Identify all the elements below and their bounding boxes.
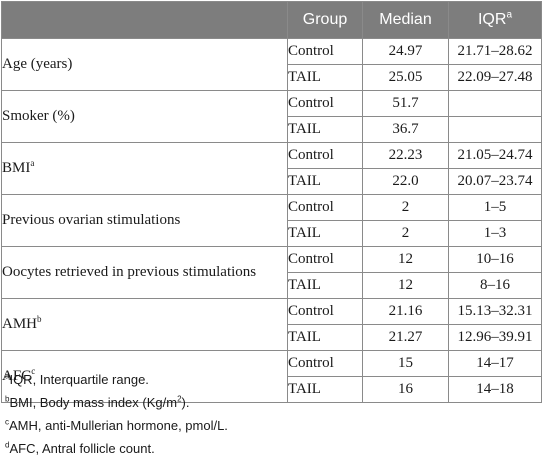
group-cell: Control (287, 194, 363, 221)
iqr-cell: 1–5 (448, 194, 542, 221)
median-cell: 21.27 (362, 324, 449, 351)
footnote-text: IQR, Interquartile range. (9, 372, 149, 387)
iqr-cell: 8–16 (448, 272, 542, 299)
header-iqr-text: IQR (477, 11, 507, 28)
group-cell: Control (287, 142, 363, 169)
footnote-text: AFC, Antral follicle count. (9, 441, 155, 456)
iqr-cell: 1–3 (448, 220, 542, 247)
median-cell: 36.7 (362, 116, 449, 143)
iqr-cell: 21.71–28.62 (448, 38, 542, 65)
table-row: Oocytes retrieved in previous stimulatio… (1, 246, 542, 299)
median-cell: 12 (362, 272, 449, 299)
table-body: Age (years) Control 24.97 21.71–28.62 TAIL 25… (1, 38, 542, 403)
footnote-mark: d (5, 440, 10, 450)
footnote-mark: a (5, 371, 10, 381)
median-cell: 2 (362, 194, 449, 221)
footnote-text: BMI, Body mass index (Kg/m (9, 395, 178, 410)
row-label: Oocytes retrieved in previous stimulatio… (1, 246, 288, 299)
median-cell: 22.0 (362, 168, 449, 195)
header-group: Group (287, 1, 363, 39)
median-cell: 16 (362, 376, 449, 403)
row-label-text: AMH (2, 316, 38, 332)
baseline-characteristics-table: Group Median IQRa Age (years) Control 24.9… (1, 1, 542, 403)
median-cell: 22.23 (362, 142, 449, 169)
iqr-cell: 10–16 (448, 246, 542, 273)
table-container: Group Median IQRa Age (years) Control 24.9… (1, 1, 542, 403)
table-row: TAIL 21.27 12.96–39.91 (2, 324, 542, 351)
table-row: TAIL 25.05 22.09–27.48 (2, 64, 542, 91)
row-label-text: Smoker (%) (2, 108, 75, 124)
table-header: Group Median IQRa (1, 1, 542, 39)
row-label: AFCc (1, 350, 288, 403)
group-cell: Control (287, 38, 363, 65)
footnote: dAFC, Antral follicle count. (5, 437, 537, 460)
table-row: TAIL 2 1–3 (2, 220, 542, 247)
iqr-cell: 15.13–32.31 (448, 298, 542, 325)
table-row: TAIL 12 8–16 (2, 272, 542, 299)
footnote-text-end: ). (181, 395, 190, 410)
table-row: Smoker (%) Control 51.7 (1, 90, 542, 143)
iqr-cell: 20.07–23.74 (448, 168, 542, 195)
table-row: BMIa Control 22.23 21.05–24.74 (1, 142, 542, 195)
footnote: bBMI, Body mass index (Kg/m2). (5, 391, 537, 414)
group-cell: Control (287, 298, 363, 325)
median-cell: 25.05 (362, 64, 449, 91)
median-cell: 24.97 (362, 38, 449, 65)
group-cell: Control (287, 90, 363, 117)
footnote-mark: c (5, 417, 9, 427)
table-row: Age (years) Control 24.97 21.71–28.62 (1, 38, 542, 91)
header-iqr: IQRa (448, 1, 542, 39)
group-cell: TAIL (287, 324, 363, 351)
iqr-cell (448, 116, 542, 143)
footnote-mark: b (5, 394, 10, 404)
group-cell: TAIL (287, 116, 363, 143)
row-label-text: Age (years) (2, 56, 73, 72)
table-row: AMHb Control 21.16 15.13–32.31 (1, 298, 542, 351)
row-label-text: Previous ovarian stimulations (2, 212, 181, 228)
median-cell: 2 (362, 220, 449, 247)
table-row: AFCc Control 15 14–17 (1, 350, 542, 403)
group-cell: TAIL (287, 220, 363, 247)
header-median: Median (362, 1, 449, 39)
median-cell: 15 (362, 350, 449, 377)
iqr-cell: 12.96–39.91 (448, 324, 542, 351)
row-label-text: Oocytes retrieved in previous stimulatio… (2, 264, 257, 280)
group-cell: TAIL (287, 168, 363, 195)
header-blank-cell (1, 1, 288, 39)
table-row: TAIL 22.0 20.07–23.74 (2, 168, 542, 195)
group-cell: TAIL (287, 272, 363, 299)
row-label-footnote-mark: a (30, 158, 35, 168)
footnote: aIQR, Interquartile range. (5, 368, 537, 391)
header-iqr-mark: a (506, 9, 512, 21)
row-label: Smoker (%) (1, 90, 288, 143)
row-label: Previous ovarian stimulations (1, 194, 288, 247)
group-cell: Control (287, 246, 363, 273)
row-label-text: AFC (2, 368, 32, 384)
row-label-footnote-mark: b (37, 314, 42, 324)
median-cell: 12 (362, 246, 449, 273)
iqr-cell: 14–18 (448, 376, 542, 403)
footnotes: aIQR, Interquartile range. bBMI, Body mas… (5, 368, 537, 460)
group-cell: TAIL (287, 64, 363, 91)
table-row: Previous ovarian stimulations Control 2 1–5 (1, 194, 542, 247)
row-label-footnote-mark: c (31, 366, 36, 376)
row-label: BMIa (1, 142, 288, 195)
footnote: cAMH, anti-Mullerian hormone, pmol/L. (5, 414, 537, 437)
iqr-cell: 21.05–24.74 (448, 142, 542, 169)
row-label-text: BMI (2, 160, 31, 176)
row-label: AMHb (1, 298, 288, 351)
header-row: Group Median IQRa (1, 1, 542, 39)
group-cell: TAIL (287, 376, 363, 403)
iqr-cell (448, 90, 542, 117)
iqr-cell: 22.09–27.48 (448, 64, 542, 91)
row-label: Age (years) (1, 38, 288, 91)
iqr-cell: 14–17 (448, 350, 542, 377)
footnote-text: AMH, anti-Mullerian hormone, pmol/L. (9, 418, 228, 433)
footnote-superscript: 2 (177, 394, 182, 404)
median-cell: 21.16 (362, 298, 449, 325)
table-row: TAIL 36.7 (2, 116, 542, 143)
median-cell: 51.7 (362, 90, 449, 117)
table-row: TAIL 16 14–18 (2, 376, 542, 403)
